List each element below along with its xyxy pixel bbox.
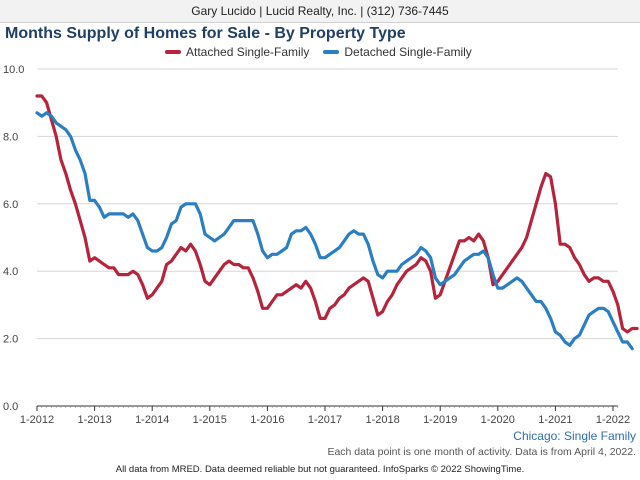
y-tick-label-3: 6.0 (3, 199, 18, 211)
chart-title: Months Supply of Homes for Sale - By Pro… (5, 25, 406, 42)
x-tick-label-5: 1-2017 (308, 414, 342, 426)
x-tick-label-3: 1-2015 (193, 414, 227, 426)
x-tick-label-4: 1-2016 (250, 414, 284, 426)
x-tick-label-1: 1-2013 (77, 414, 111, 426)
legend-label-attached: Attached Single-Family (186, 45, 310, 59)
series-line-detached (35, 111, 634, 351)
x-tick-label-2: 1-2014 (135, 414, 169, 426)
x-tick-label-8: 1-2020 (481, 414, 515, 426)
legend-swatch-detached (323, 50, 340, 54)
x-tick-label-7: 1-2019 (423, 414, 457, 426)
y-tick-label-2: 4.0 (3, 266, 18, 278)
y-tick-label-0: 0.0 (3, 401, 18, 413)
agent-header-bar: Gary Lucido | Lucid Realty, Inc. | (312)… (0, 0, 640, 23)
series-layer (35, 94, 639, 351)
region-label: Chicago: Single Family (513, 429, 636, 443)
x-tick-label-6: 1-2018 (365, 414, 399, 426)
x-tick-label-9: 1-2021 (538, 414, 572, 426)
axis-layer: 0.0 2.0 4.0 6.0 8.0 10.0 1-2012 1-2013 1-2014 1-2… (3, 64, 630, 426)
footnote: Each data point is one month of activity… (327, 446, 636, 458)
grid-layer (37, 68, 618, 340)
legend-swatch-attached (165, 50, 181, 54)
x-tick-label-10: 1-2022 (596, 414, 630, 426)
disclaimer: All data from MRED. Data deemed reliable… (115, 464, 525, 475)
legend-item-attached[interactable]: Attached Single-Family (165, 45, 309, 59)
y-tick-label-1: 2.0 (3, 334, 18, 346)
chart-legend: Attached Single-Family Detached Single-F… (165, 45, 486, 59)
legend-label-detached: Detached Single-Family (344, 45, 472, 59)
y-tick-label-5: 10.0 (3, 64, 24, 76)
legend-item-detached[interactable]: Detached Single-Family (323, 45, 472, 59)
series-line-attached (35, 94, 639, 334)
agent-line: Gary Lucido | Lucid Realty, Inc. | (312)… (191, 4, 449, 18)
y-tick-label-4: 8.0 (3, 131, 18, 143)
x-tick-label-0: 1-2012 (20, 414, 54, 426)
